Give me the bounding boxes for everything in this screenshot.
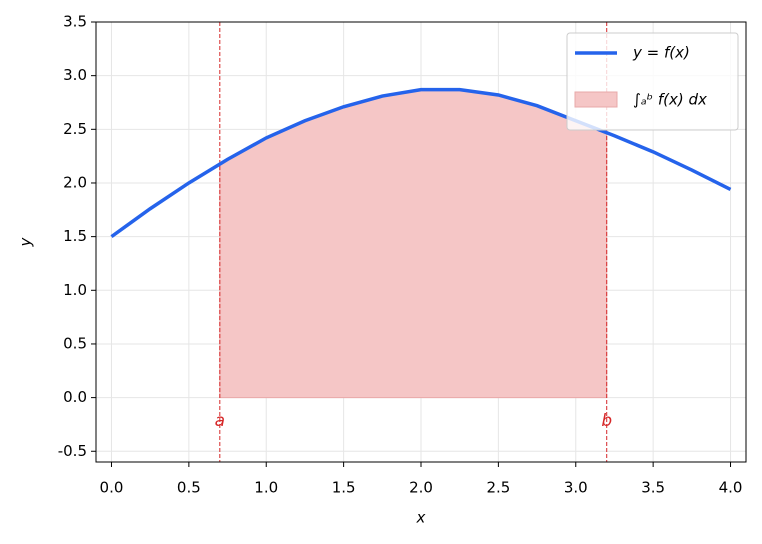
legend-label: y = f(x)	[632, 44, 690, 62]
x-axis-label: x	[416, 509, 426, 527]
y-tick-label: 1.0	[63, 281, 87, 299]
plot-frame	[95, 21, 747, 463]
y-tick-label: 3.0	[63, 66, 87, 84]
y-tick-label: 0.0	[63, 388, 87, 406]
legend-swatch	[574, 91, 618, 108]
y-axis-label: y	[17, 236, 35, 247]
x-tick-label: 0.0	[100, 479, 124, 497]
curve	[110, 87, 732, 239]
y-tick-label: 3.5	[63, 13, 87, 31]
y-tick-label: 0.5	[63, 334, 87, 352]
y-tick-label: 1.5	[63, 227, 87, 245]
x-tick-label: 2.5	[486, 479, 510, 497]
y-tick-label: -0.5	[58, 442, 87, 460]
x-tick-label: 2.0	[409, 479, 433, 497]
x-tick-label: 0.5	[177, 479, 201, 497]
legend-label: ∫ₐᵇ f(x) dx	[633, 91, 707, 109]
x-tick-label: 1.0	[254, 479, 278, 497]
y-tick-label: 2.0	[63, 173, 87, 191]
bound-label: a	[215, 411, 225, 431]
x-tick-label: 3.5	[641, 479, 665, 497]
bound-label: b	[601, 411, 612, 431]
y-tick-label: 2.5	[63, 120, 87, 138]
x-tick-label: 1.5	[332, 479, 356, 497]
integral-area	[219, 89, 608, 399]
x-tick-label: 4.0	[719, 479, 743, 497]
x-tick-label: 3.0	[564, 479, 588, 497]
